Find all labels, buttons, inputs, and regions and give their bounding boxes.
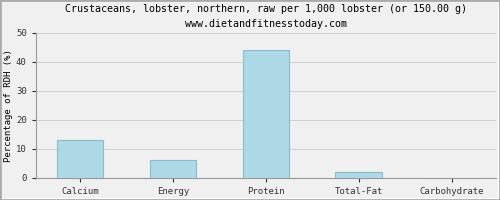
Bar — [150, 160, 196, 178]
Y-axis label: Percentage of RDH (%): Percentage of RDH (%) — [4, 49, 13, 162]
Title: Crustaceans, lobster, northern, raw per 1,000 lobster (or 150.00 g)
www.dietandf: Crustaceans, lobster, northern, raw per … — [65, 4, 467, 29]
Bar — [56, 140, 103, 178]
Bar — [336, 172, 382, 178]
Bar — [242, 50, 289, 178]
